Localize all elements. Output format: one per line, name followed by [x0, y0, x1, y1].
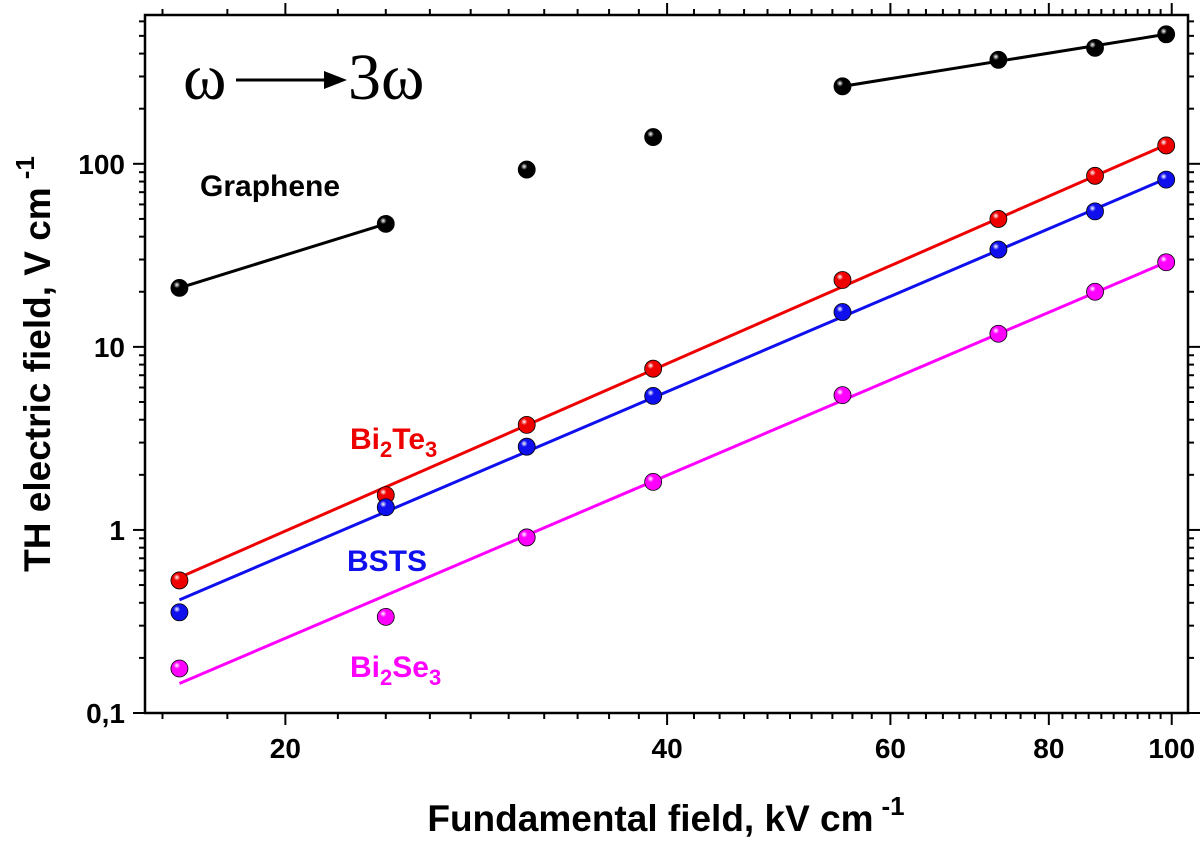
- data-point: [1157, 136, 1176, 155]
- y-tick-label: 100: [78, 149, 125, 180]
- data-point: [517, 528, 536, 547]
- label-graphene: Graphene: [200, 170, 340, 203]
- x-axis-title-text: Fundamental field, kV cm: [427, 798, 873, 839]
- label-text: Se: [392, 651, 429, 684]
- label-text: Bi: [350, 423, 380, 456]
- y-tick-label: 0,1: [86, 698, 125, 729]
- data-point: [1157, 170, 1176, 189]
- data-point: [1086, 282, 1104, 301]
- label-subscript: 3: [425, 437, 437, 462]
- data-point: [170, 571, 189, 590]
- data-point: [1157, 253, 1176, 272]
- x-tick-label: 60: [875, 733, 906, 764]
- x-tick-label: 40: [652, 733, 683, 764]
- label-subscript: 3: [429, 665, 441, 690]
- annotation-3omega: 3ω: [348, 41, 424, 114]
- label-bi2te3: Bi2Te3: [350, 423, 437, 462]
- label-bi2se3: Bi2Se3: [350, 651, 441, 690]
- data-point: [989, 240, 1008, 259]
- fit-line: [178, 222, 387, 290]
- data-point: [517, 437, 536, 456]
- x-axis-title: Fundamental field, kV cm -1: [427, 791, 904, 839]
- data-point: [170, 659, 189, 678]
- series-labels: Graphene Bi2Te3 BSTS Bi2Se3: [200, 170, 441, 690]
- data-point: [376, 214, 395, 233]
- data-points: [170, 25, 1176, 678]
- data-point: [1086, 166, 1104, 185]
- axis-ticks: [133, 3, 1200, 725]
- y-axis-title-exponent: -1: [10, 156, 40, 179]
- y-tick-label: 10: [94, 332, 125, 363]
- data-point: [644, 359, 663, 378]
- label-text: Te: [392, 423, 425, 456]
- data-point: [376, 498, 395, 517]
- data-point: [170, 603, 189, 622]
- label-bsts: BSTS: [347, 545, 427, 578]
- data-point: [376, 607, 395, 626]
- y-axis-title-text: TH electric field, V cm: [17, 187, 58, 572]
- omega-to-3omega-annotation: ω 3ω: [183, 41, 424, 114]
- tick-labels: 20 40 60 80 100 0,1 1 10 100: [78, 149, 1195, 764]
- data-point: [989, 324, 1008, 343]
- y-tick-label: 1: [109, 515, 125, 546]
- data-point: [1157, 25, 1176, 44]
- data-point: [1086, 38, 1104, 57]
- x-tick-label: 80: [1033, 733, 1064, 764]
- x-tick-label: 20: [270, 733, 301, 764]
- label-subscript: 2: [380, 437, 392, 462]
- data-point: [989, 50, 1008, 69]
- data-point: [170, 278, 189, 297]
- data-point: [644, 472, 663, 491]
- annotation-omega: ω: [183, 41, 226, 114]
- label-text: Bi: [350, 651, 380, 684]
- x-axis-title-exponent: -1: [882, 791, 905, 821]
- annotation-arrow-head: [324, 71, 347, 89]
- y-axis-title: TH electric field, V cm -1: [10, 156, 58, 572]
- data-point: [833, 77, 852, 96]
- label-subscript: 2: [380, 665, 392, 690]
- data-point: [517, 160, 536, 179]
- x-tick-label: 100: [1148, 733, 1195, 764]
- data-point: [517, 415, 536, 434]
- data-point: [989, 210, 1008, 228]
- data-point: [833, 303, 852, 321]
- data-point: [644, 386, 663, 405]
- data-point: [1086, 202, 1104, 221]
- data-point: [833, 386, 852, 405]
- data-point: [644, 128, 663, 146]
- data-point: [833, 271, 852, 289]
